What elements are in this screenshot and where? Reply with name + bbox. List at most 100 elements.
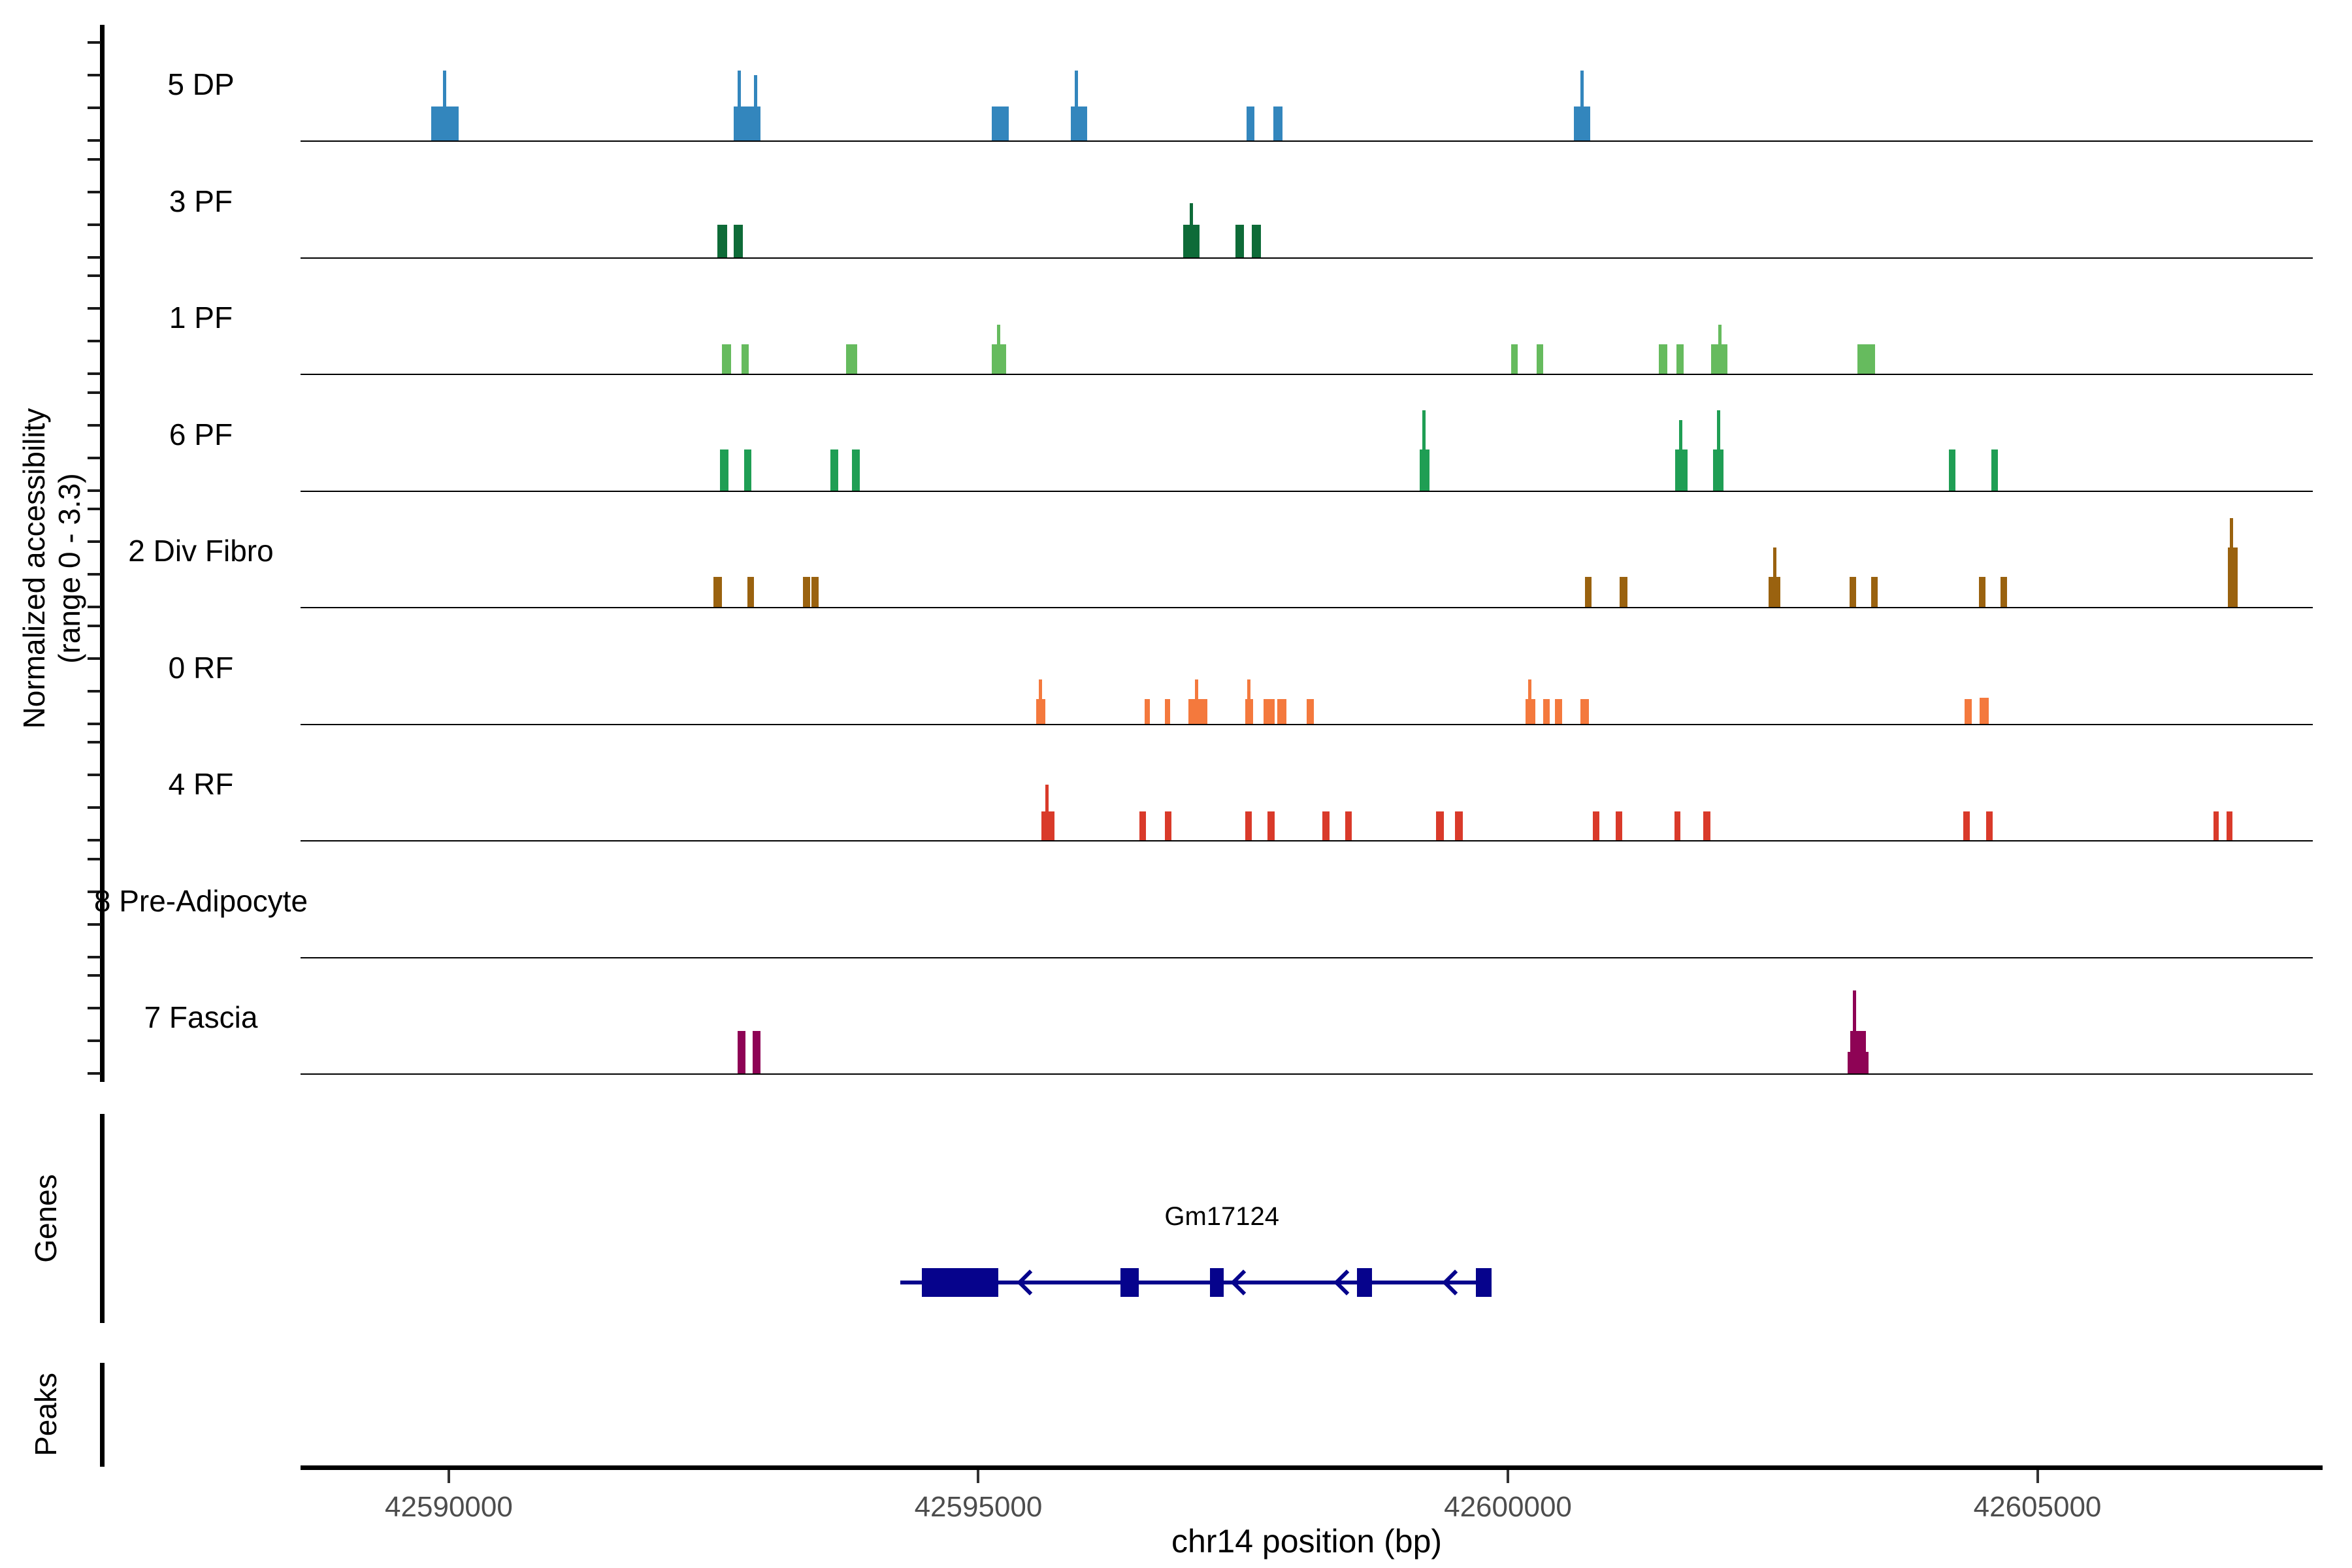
- coverage-peak: [1511, 344, 1518, 374]
- gene-strand-arrow-icon: [1230, 1269, 1256, 1296]
- coverage-peak: [1322, 811, 1330, 840]
- coverage-peak: [744, 449, 752, 491]
- x-axis-tick: [977, 1470, 980, 1483]
- track-baseline: [301, 490, 2313, 492]
- x-tick-label: 42595000: [914, 1491, 1043, 1523]
- coverage-spike: [1716, 410, 1720, 491]
- track-row: [301, 29, 2313, 142]
- gene-strand-arrow-icon: [1017, 1269, 1043, 1296]
- coverage-peak: [1584, 577, 1592, 607]
- track-label-5-dp: 5 DP: [167, 67, 235, 101]
- coverage-spike: [1580, 70, 1584, 140]
- coverage-peak: [1454, 811, 1463, 840]
- coverage-peak: [753, 1031, 760, 1073]
- gene-exon: [1120, 1268, 1139, 1297]
- track-label-3-pf: 3 PF: [169, 184, 233, 218]
- track-baseline: [301, 257, 2313, 259]
- coverage-peak: [1979, 697, 1989, 724]
- coverage-peak: [1246, 106, 1254, 140]
- y-axis-tick: [88, 923, 101, 926]
- coverage-peak: [1659, 344, 1668, 374]
- track-label-6-pf: 6 PF: [169, 417, 233, 451]
- track-label-7-fascia: 7 Fascia: [144, 1000, 258, 1034]
- coverage-peak: [1619, 577, 1627, 607]
- gene-strand-arrow-icon: [1333, 1269, 1360, 1296]
- coverage-peak: [1592, 811, 1599, 840]
- coverage-spike: [1678, 420, 1682, 491]
- coverage-peak: [738, 1031, 745, 1073]
- y-axis-tick: [88, 540, 101, 543]
- coverage-peak: [717, 224, 728, 257]
- y-axis-label-line1: Normalized accessibility: [17, 408, 51, 729]
- coverage-spike: [753, 75, 757, 140]
- track-baseline: [301, 140, 2313, 142]
- coverage-peak: [1139, 811, 1146, 840]
- y-axis-tick: [88, 857, 101, 860]
- y-axis-tick: [88, 255, 101, 259]
- coverage-peak: [742, 344, 749, 374]
- coverage-peak: [830, 449, 838, 491]
- coverage-peak: [734, 224, 743, 257]
- y-axis-tick: [88, 157, 101, 161]
- y-axis-tick: [88, 340, 101, 342]
- x-axis-tick: [1507, 1470, 1509, 1483]
- coverage-spike: [1045, 785, 1049, 840]
- x-axis-tick: [447, 1470, 450, 1483]
- coverage-peak: [803, 577, 811, 607]
- coverage-peak: [1245, 811, 1252, 840]
- coverage-peak: [992, 106, 1009, 140]
- y-axis-tick: [88, 741, 101, 743]
- gene-track: Gm17124: [301, 1111, 2313, 1326]
- track-row: [301, 613, 2313, 725]
- coverage-peak: [2227, 811, 2232, 840]
- track-baseline: [301, 374, 2313, 375]
- y-axis-tick: [88, 890, 101, 893]
- x-tick-label: 42600000: [1444, 1491, 1572, 1523]
- track-label-0-rf: 0 RF: [168, 650, 234, 685]
- x-tick-label: 42605000: [1973, 1491, 2102, 1523]
- x-axis-title: chr14 position (bp): [1171, 1523, 1443, 1560]
- coverage-spike: [1247, 679, 1251, 724]
- coverage-peak: [1543, 699, 1550, 724]
- coverage-peak: [1703, 811, 1711, 840]
- coverage-peak: [1144, 699, 1150, 724]
- coverage-peak: [1235, 224, 1244, 257]
- coverage-peak: [1850, 577, 1857, 607]
- y-axis-tick: [88, 190, 101, 193]
- track-baseline: [301, 607, 2313, 608]
- gene-intron-line: [900, 1281, 1492, 1284]
- coverage-peak: [845, 344, 857, 374]
- y-axis-tick: [88, 974, 101, 977]
- coverage-peak: [1071, 106, 1088, 140]
- y-axis-tick: [88, 274, 101, 277]
- coverage-peak: [1263, 699, 1275, 724]
- y-axis-tick: [88, 372, 101, 375]
- y-axis-tick: [88, 106, 101, 109]
- y-axis-tick: [88, 74, 101, 76]
- coverage-peak: [1164, 699, 1170, 724]
- coverage-peak: [1536, 344, 1543, 374]
- coverage-peak: [1251, 224, 1261, 257]
- coverage-peak: [713, 577, 723, 607]
- track-row: [301, 729, 2313, 841]
- coverage-spike: [1074, 70, 1078, 140]
- y-axis-tick: [88, 606, 101, 608]
- track-label-4-rf: 4 RF: [168, 767, 234, 801]
- coverage-peak: [722, 344, 732, 374]
- y-axis-tick: [88, 573, 101, 576]
- coverage-peak: [747, 577, 755, 607]
- coverage-peak: [1273, 106, 1282, 140]
- track-baseline: [301, 840, 2313, 841]
- coverage-spike: [1528, 679, 1532, 724]
- accessibility-axis-line: [100, 25, 105, 1082]
- coverage-peak: [1963, 811, 1970, 840]
- coverage-peak: [1985, 811, 1993, 840]
- coverage-peak: [1978, 577, 1985, 607]
- y-axis-tick: [88, 1039, 101, 1042]
- coverage-spike: [737, 70, 741, 140]
- y-axis-tick: [88, 806, 101, 809]
- coverage-peak: [2000, 577, 2007, 607]
- coverage-peak: [851, 449, 860, 491]
- coverage-spike: [1422, 410, 1426, 491]
